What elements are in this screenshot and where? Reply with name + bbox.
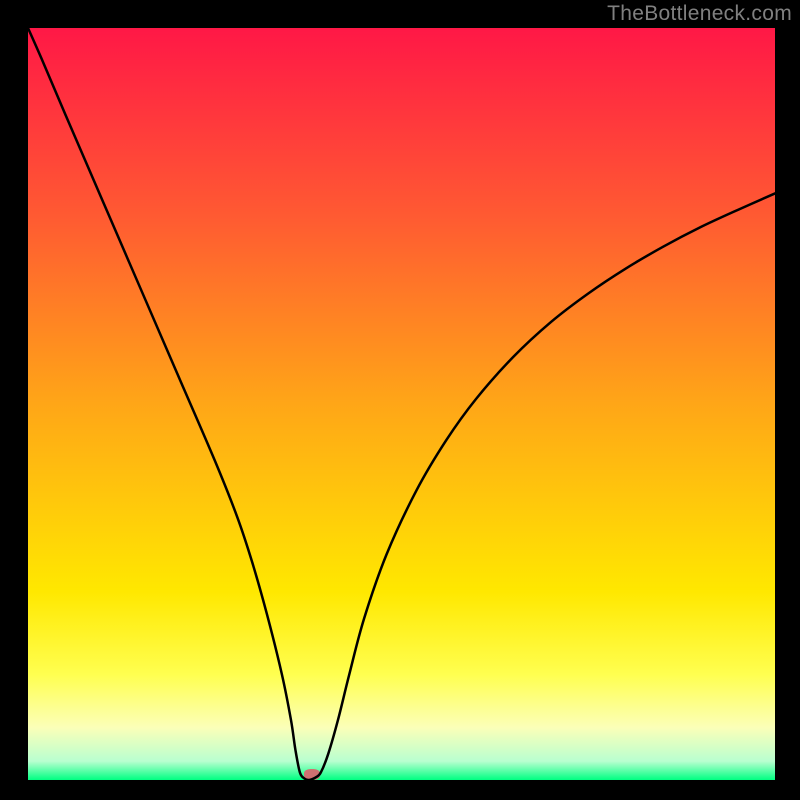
- chart-frame: TheBottleneck.com: [0, 0, 800, 800]
- watermark-text: TheBottleneck.com: [607, 2, 792, 26]
- plot-area: [28, 28, 775, 780]
- bottleneck-curve: [28, 28, 775, 780]
- curve-path: [28, 28, 775, 780]
